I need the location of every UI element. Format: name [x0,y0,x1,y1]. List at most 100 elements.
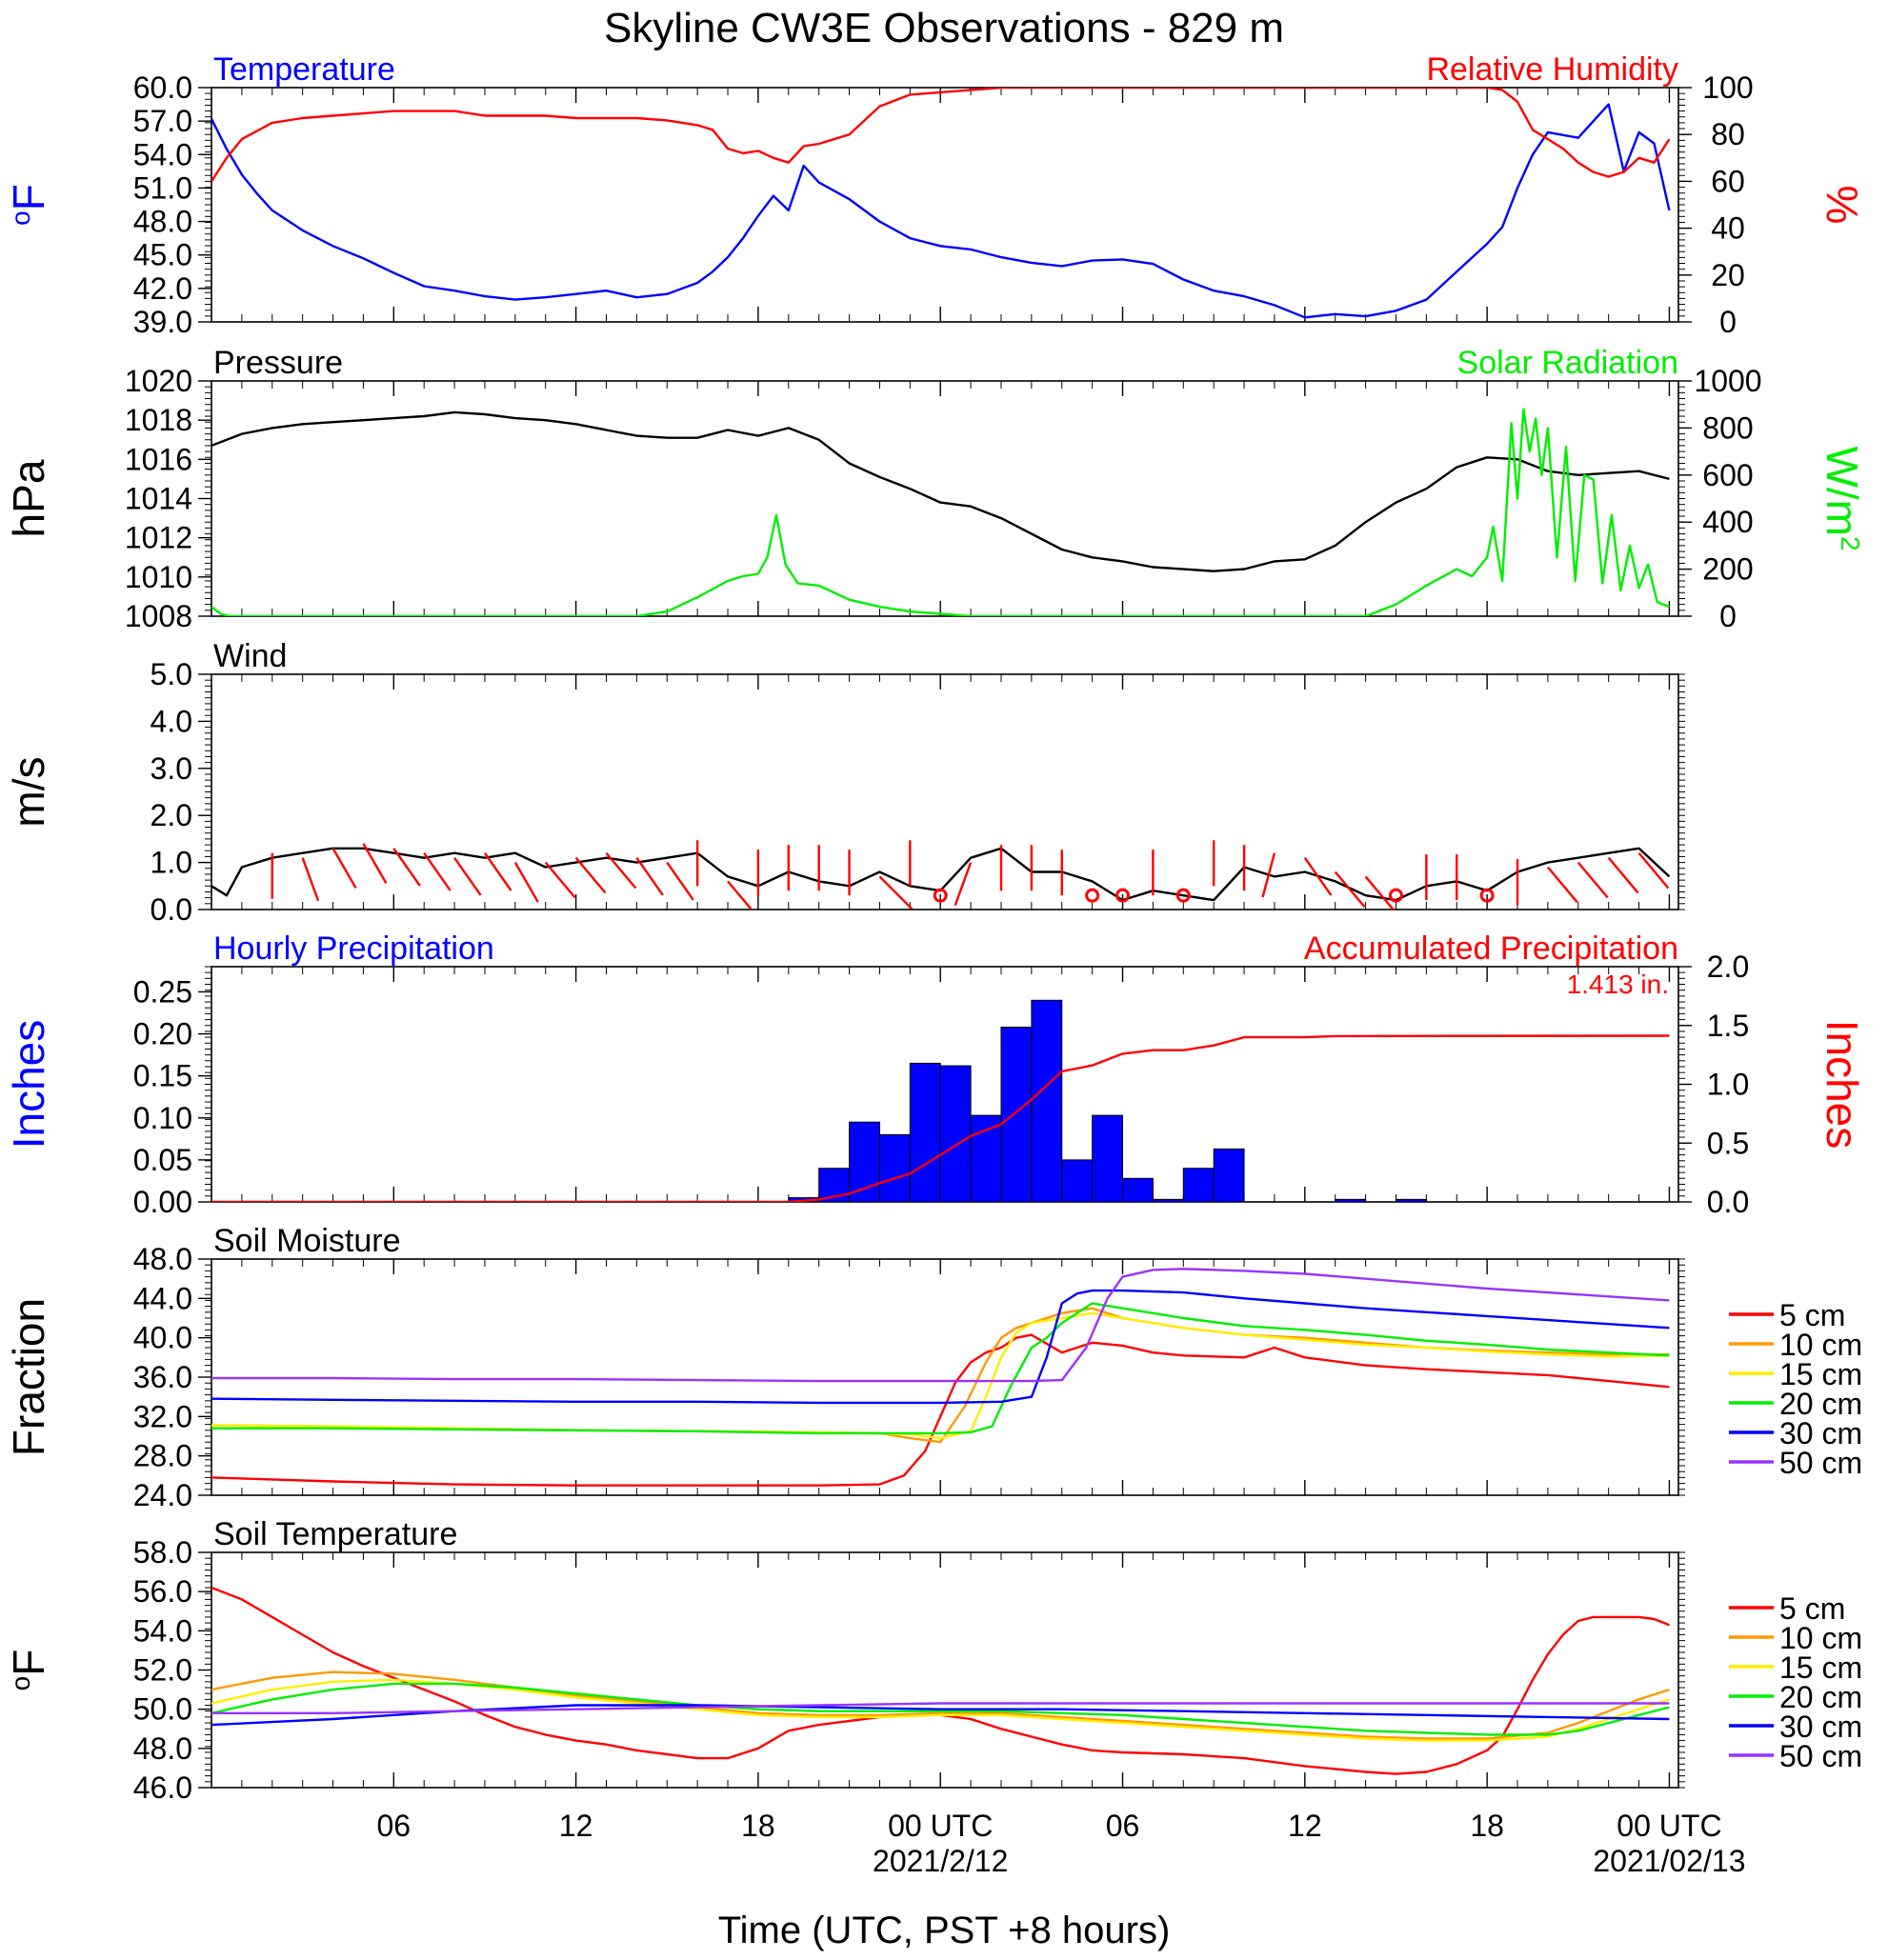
y-tick-label-right: 1.0 [1707,1068,1749,1102]
wind-barb [392,848,421,887]
y-tick-label-left: 0.15 [133,1059,192,1093]
precip-bar [970,1114,1002,1202]
y-tick-label-right: 100 [1702,70,1753,105]
y-tick-label-left: 1.0 [151,846,192,880]
x-tick-label: 00 UTC [1617,1809,1721,1843]
y-tick-label-left: 0.10 [133,1101,192,1135]
x-tick-label: 18 [1470,1809,1504,1843]
y-unit-left: m/s [4,756,53,827]
panel-1: 60.057.054.051.048.045.042.039.0 100 80 60 4… [4,51,1867,339]
x-tick-label: 00 UTC [888,1809,993,1843]
panel-title-right: Relative Humidity [1426,51,1678,88]
y-tick-label-left: 0.00 [133,1185,192,1219]
calm-wind-marker [1085,888,1100,903]
precip-bar [1000,1027,1033,1202]
wind-barb [362,843,388,885]
legend-label: 20 cm [1779,1680,1862,1714]
y-tick-label-left: 2.0 [151,798,192,832]
y-tick-label-left: 54.0 [133,1613,192,1648]
y-tick-label-left: 5.0 [151,657,192,691]
y-unit-left: Inches [4,1020,53,1150]
y-tick-label-left: 51.0 [133,170,192,205]
panel-6: 58.0 56.0 54.0 52.0 50.0 48.0 46.0 Soil Tempera… [4,1516,1862,1805]
precip-bar [1061,1159,1094,1202]
y-tick-label-left: 39.0 [133,305,192,339]
series-line-50-cm [211,1268,1670,1383]
legend-label: 20 cm [1779,1387,1862,1421]
y-tick-label-left: 42.0 [133,271,192,306]
panel-title-right: Accumulated Precipitation [1304,930,1678,967]
wind-barb [1334,870,1366,909]
wind-barb [635,856,664,896]
y-tick-label-left: 0.25 [133,974,192,1009]
wind-barb [513,861,539,903]
y-unit-left: Fraction [4,1298,53,1456]
panel-title-left: Soil Moisture [213,1223,401,1259]
legend-label: 30 cm [1779,1416,1862,1450]
series-line-20-cm [211,1302,1670,1435]
panel-2: 1020 1018 1016 1014 1012 1010 1008 1000 800 600 40… [4,345,1867,633]
y-tick-label-left: 4.0 [151,704,192,738]
calm-wind-marker [1175,888,1191,903]
x-date-label: 2021/02/13 [1593,1844,1745,1878]
y-unit-right: Inches [1818,1020,1867,1150]
legend-label: 10 cm [1779,1328,1862,1362]
y-tick-label-left: 54.0 [133,137,192,171]
plot-area [211,1268,1670,1487]
wind-barb [1546,866,1578,904]
wind-barb [727,880,753,910]
y-tick-label-right: 0 [1719,599,1737,633]
calm-wind-marker [1479,888,1495,903]
plot-area [211,408,1670,616]
precip-bar [849,1121,880,1202]
figure-title: Skyline CW3E Observations - 829 m [604,5,1284,51]
calm-wind-marker [933,888,948,903]
precip-bar [1092,1114,1124,1202]
wind-barb [331,848,357,889]
wind-barb [483,852,512,891]
y-unit-left: hPa [4,459,53,537]
x-tick-label: 18 [741,1809,775,1843]
y-tick-label-right: 400 [1702,505,1753,539]
plot-area [211,88,1671,319]
wind-barb [954,862,973,907]
y-tick-label-left: 0.0 [151,892,192,927]
y-tick-label-left: 1016 [125,442,192,476]
y-tick-label-left: 57.0 [133,104,192,138]
time-axis-label: Time (UTC, PST +8 hours) [718,1910,1171,1951]
x-tick-label: 06 [1106,1809,1140,1843]
plot-area [211,1586,1670,1775]
series-line-5-cm [211,1586,1670,1775]
legend-label: 50 cm [1779,1446,1862,1480]
panels: 60.057.054.051.048.045.042.039.010080604… [4,51,1867,1805]
legend-label: 15 cm [1779,1650,1862,1685]
wind-barb [605,851,637,890]
wind-barb [544,861,576,899]
panel-4: 0.25 0.20 0.15 0.10 0.05 0.00 2.0 1.5 1.0 0.5 0.0 H… [4,930,1867,1219]
precip-bar [1182,1168,1215,1202]
y-tick-label-right: 0.0 [1707,1185,1749,1219]
y-tick-label-left: 46.0 [133,1770,192,1805]
y-unit-left: oF [4,184,53,226]
legend-label: 30 cm [1779,1710,1862,1744]
wind-barb [878,875,914,910]
y-tick-label-left: 45.0 [133,238,192,272]
x-tick-label: 06 [377,1809,412,1843]
legend-label: 50 cm [1779,1739,1862,1773]
wind-barb [453,856,482,896]
y-tick-label-left: 1018 [125,403,192,437]
accumulated-total-label: 1.413 in. [1567,970,1669,999]
series-line-50-cm [211,1702,1670,1715]
y-tick-label-left: 24.0 [133,1478,192,1512]
wind-barb [1607,856,1639,894]
y-tick-label-right: 600 [1702,458,1753,492]
wind-barb [1303,856,1333,896]
wind-barb [666,861,694,901]
y-tick-label-left: 0.20 [133,1017,192,1051]
y-tick-label-right: 2.0 [1707,950,1749,984]
y-tick-label-left: 0.05 [133,1143,192,1177]
panel-3: 5.0 4.0 3.0 2.0 1.0 0.0 Wind m/s [4,638,1685,927]
